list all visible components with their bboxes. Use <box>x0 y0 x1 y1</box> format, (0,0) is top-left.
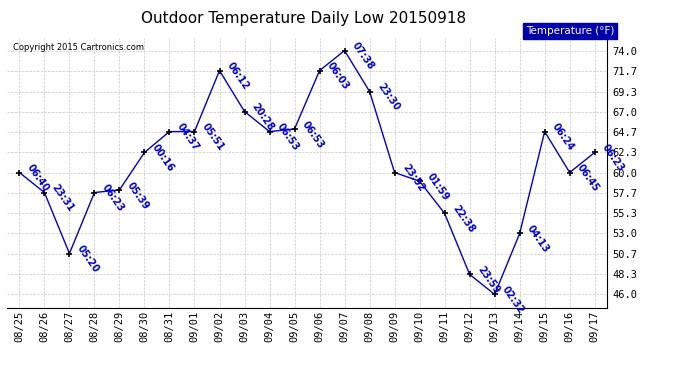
Text: 06:03: 06:03 <box>325 61 351 92</box>
Text: 06:40: 06:40 <box>25 163 51 194</box>
Text: 05:20: 05:20 <box>75 244 101 275</box>
Text: 06:53: 06:53 <box>275 122 301 153</box>
Text: 23:59: 23:59 <box>475 264 501 296</box>
Text: 06:23: 06:23 <box>100 183 126 214</box>
Text: 23:31: 23:31 <box>50 183 76 214</box>
Text: 20:28: 20:28 <box>250 102 276 133</box>
Text: 00:16: 00:16 <box>150 142 176 174</box>
Text: 22:38: 22:38 <box>450 204 476 235</box>
Text: Copyright 2015 Cartronics.com: Copyright 2015 Cartronics.com <box>13 43 144 52</box>
Text: 06:24: 06:24 <box>550 122 576 153</box>
Text: 06:53: 06:53 <box>300 119 326 150</box>
Text: 04:13: 04:13 <box>525 224 551 255</box>
Text: 01:59: 01:59 <box>425 171 451 202</box>
Text: 04:37: 04:37 <box>175 122 201 153</box>
Text: Temperature (°F): Temperature (°F) <box>526 26 614 36</box>
Text: 05:39: 05:39 <box>125 180 151 211</box>
Text: Outdoor Temperature Daily Low 20150918: Outdoor Temperature Daily Low 20150918 <box>141 11 466 26</box>
Text: 05:51: 05:51 <box>200 122 226 153</box>
Text: 06:45: 06:45 <box>575 163 601 194</box>
Text: 02:32: 02:32 <box>500 285 526 316</box>
Text: 06:23: 06:23 <box>600 142 627 174</box>
Text: 07:38: 07:38 <box>350 40 376 72</box>
Text: 23:52: 23:52 <box>400 163 426 194</box>
Text: 23:30: 23:30 <box>375 82 401 113</box>
Text: 06:12: 06:12 <box>225 61 251 92</box>
